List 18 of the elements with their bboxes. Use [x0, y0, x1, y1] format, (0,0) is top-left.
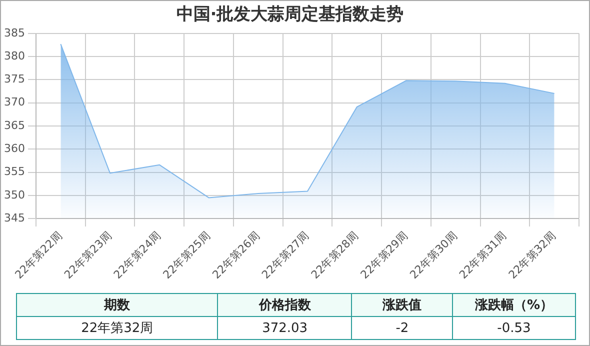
y-tick-label: 375 [4, 72, 25, 86]
chart-title: 中国·批发大蒜周定基指数走势 [176, 4, 404, 25]
text: -2 [352, 316, 452, 340]
y-tick-label: 370 [4, 96, 25, 109]
y-tick-label: 380 [4, 49, 25, 62]
y-tick-label: 345 [4, 211, 25, 224]
text: 期数 [16, 294, 218, 316]
text: -0.53 [452, 316, 576, 340]
text: 价格指数 [218, 294, 352, 316]
text: 涨跌幅（%） [452, 294, 576, 316]
text: 涨跌值 [352, 294, 452, 316]
text: 372.03 [218, 316, 352, 340]
y-tick-label: 385 [4, 26, 25, 40]
y-tick-label: 360 [4, 142, 25, 155]
text: 22年第32周 [16, 316, 218, 340]
y-tick-label: 355 [4, 165, 25, 178]
y-tick-label: 350 [4, 188, 25, 202]
y-tick-label: 365 [4, 118, 25, 132]
